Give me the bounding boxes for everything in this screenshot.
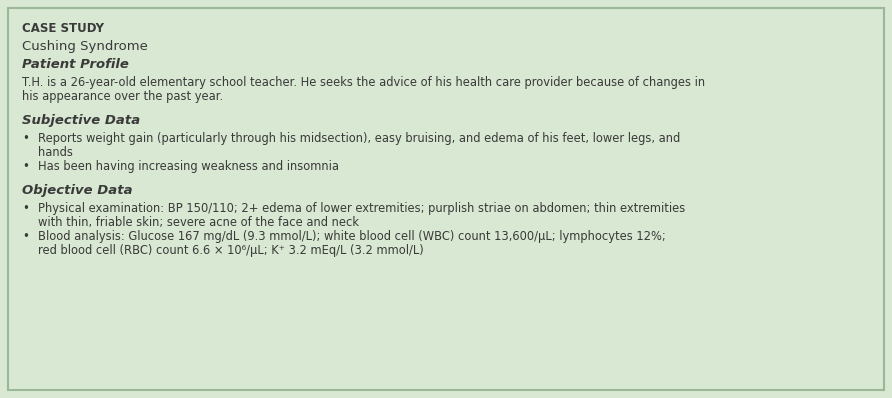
Text: •: • bbox=[22, 160, 29, 173]
Text: Patient Profile: Patient Profile bbox=[22, 58, 128, 71]
Text: Objective Data: Objective Data bbox=[22, 184, 133, 197]
Text: red blood cell (RBC) count 6.6 × 10⁶/μL; K⁺ 3.2 mEq/L (3.2 mmol/L): red blood cell (RBC) count 6.6 × 10⁶/μL;… bbox=[38, 244, 424, 257]
Text: CASE STUDY: CASE STUDY bbox=[22, 22, 104, 35]
Text: with thin, friable skin; severe acne of the face and neck: with thin, friable skin; severe acne of … bbox=[38, 216, 359, 229]
Text: Reports weight gain (particularly through his midsection), easy bruising, and ed: Reports weight gain (particularly throug… bbox=[38, 132, 681, 145]
Text: Blood analysis: Glucose 167 mg/dL (9.3 mmol/L); white blood cell (WBC) count 13,: Blood analysis: Glucose 167 mg/dL (9.3 m… bbox=[38, 230, 665, 243]
Text: hands: hands bbox=[38, 146, 73, 159]
Text: •: • bbox=[22, 202, 29, 215]
Text: Cushing Syndrome: Cushing Syndrome bbox=[22, 40, 148, 53]
FancyBboxPatch shape bbox=[8, 8, 884, 390]
Text: Subjective Data: Subjective Data bbox=[22, 114, 140, 127]
Text: Has been having increasing weakness and insomnia: Has been having increasing weakness and … bbox=[38, 160, 339, 173]
Text: Physical examination: BP 150/110; 2+ edema of lower extremities; purplish striae: Physical examination: BP 150/110; 2+ ede… bbox=[38, 202, 685, 215]
Text: his appearance over the past year.: his appearance over the past year. bbox=[22, 90, 223, 103]
Text: •: • bbox=[22, 230, 29, 243]
Text: T.H. is a 26-year-old elementary school teacher. He seeks the advice of his heal: T.H. is a 26-year-old elementary school … bbox=[22, 76, 705, 89]
Text: •: • bbox=[22, 132, 29, 145]
